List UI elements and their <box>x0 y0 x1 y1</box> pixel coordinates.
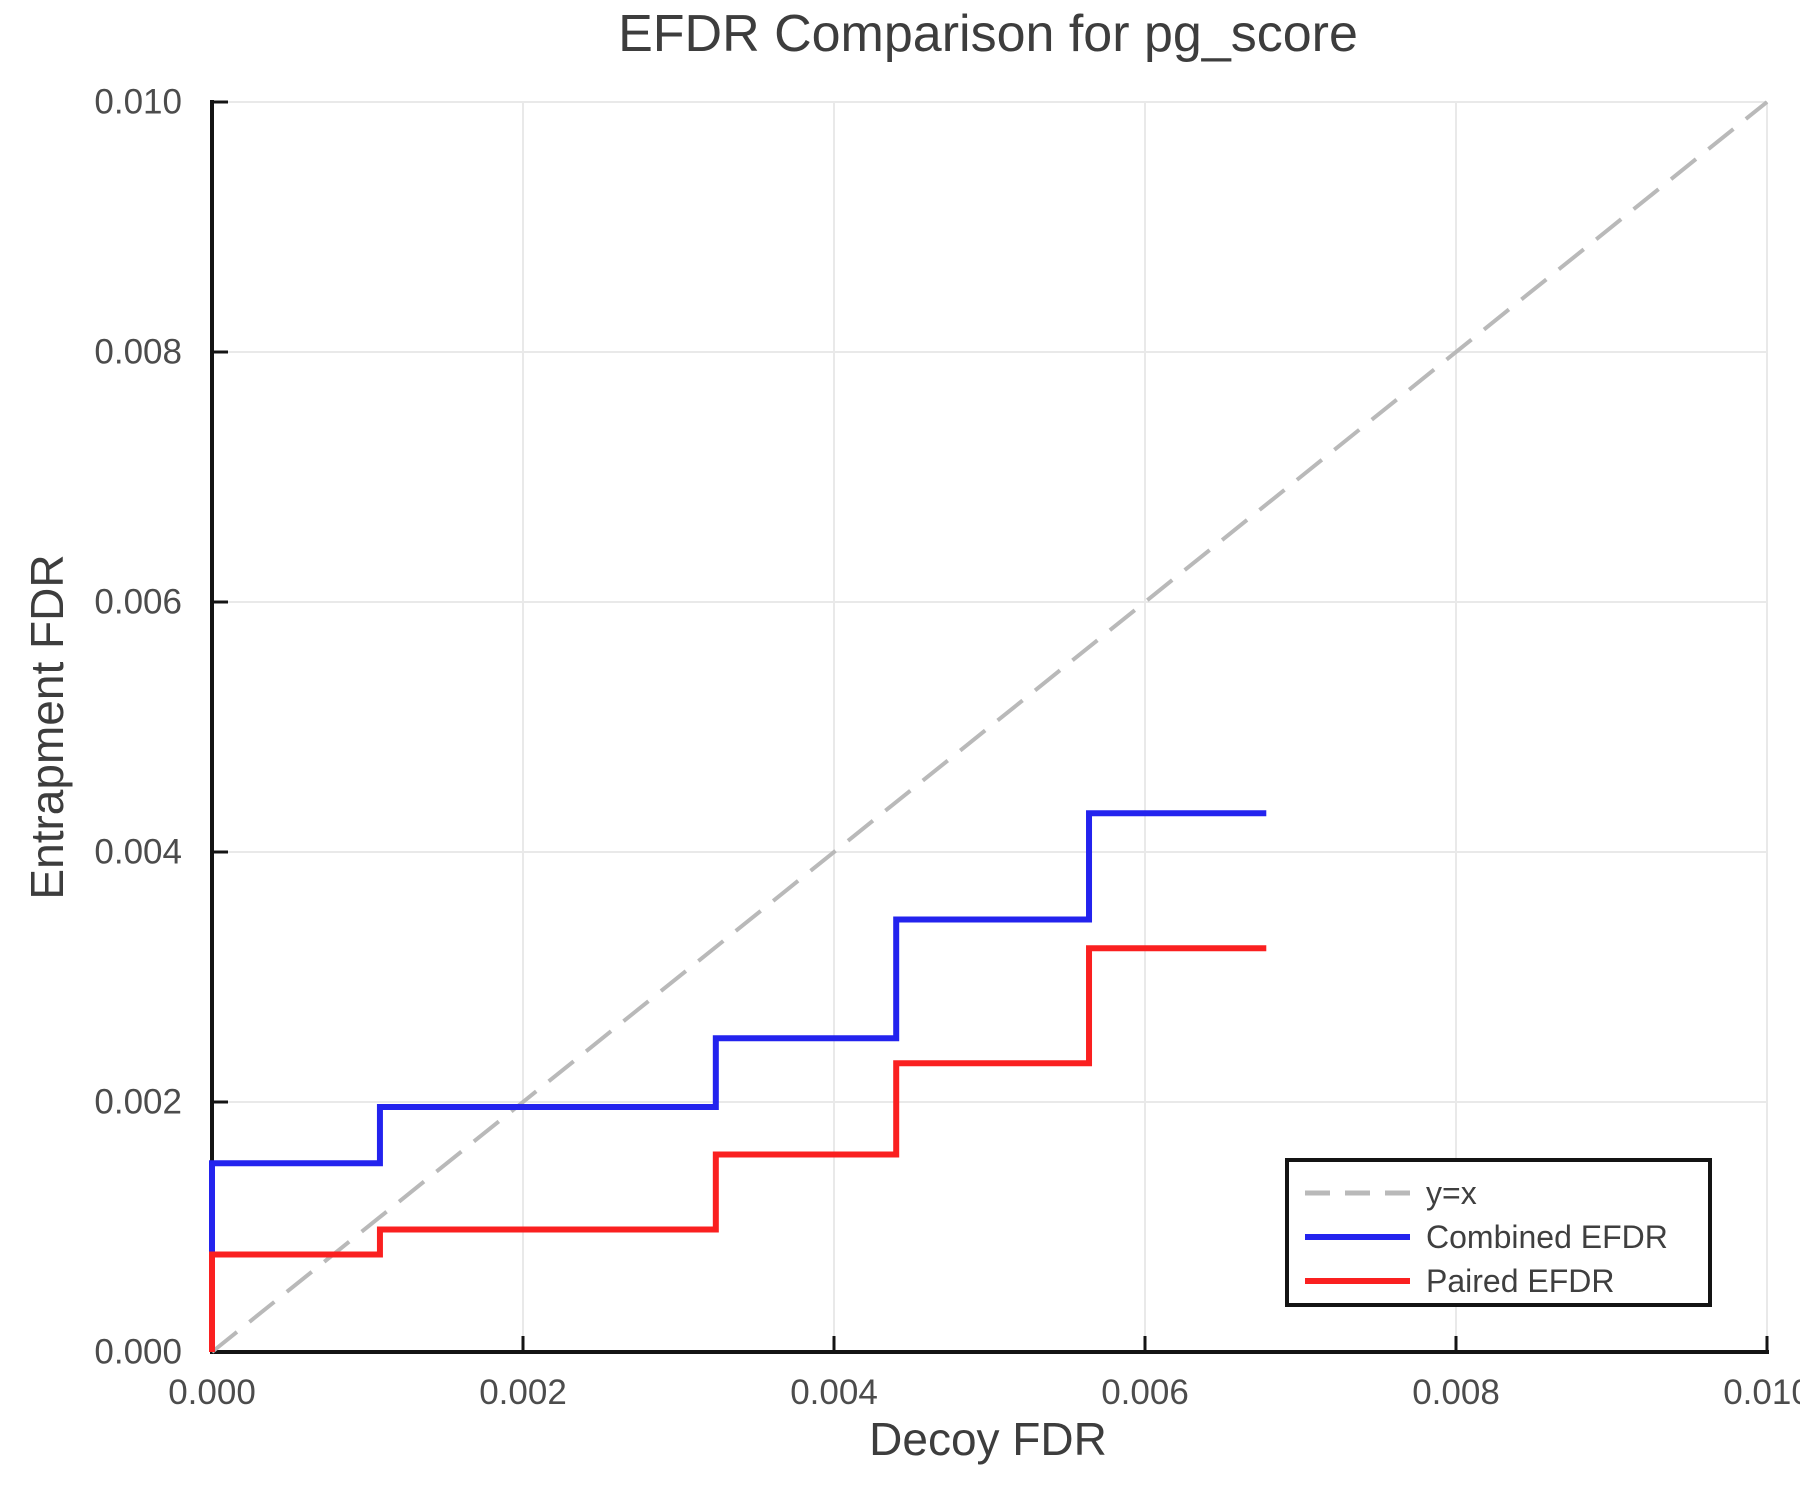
x-axis-label: Decoy FDR <box>869 1413 1107 1465</box>
svg-text:0.006: 0.006 <box>1101 1373 1189 1412</box>
svg-text:0.000: 0.000 <box>94 1332 182 1371</box>
legend-item-combined-efdr: Combined EFDR <box>1304 1215 1708 1259</box>
svg-text:0.004: 0.004 <box>94 832 182 871</box>
blue-line-sample-icon <box>1305 1234 1410 1240</box>
svg-text:0.002: 0.002 <box>479 1373 567 1412</box>
x-tick-labels: 0.000 0.002 0.004 0.006 0.008 0.010 <box>168 1373 1800 1412</box>
series-combined-efdr <box>209 810 1267 1352</box>
reference-line-y-equals-x <box>210 100 1769 1354</box>
svg-text:0.002: 0.002 <box>94 1082 182 1121</box>
legend-item-y-equals-x: y=x <box>1304 1171 1708 1215</box>
svg-text:0.000: 0.000 <box>168 1373 256 1412</box>
y-tick-labels: 0.000 0.002 0.004 0.006 0.008 0.010 <box>94 82 182 1371</box>
red-line-sample-icon <box>1305 1278 1410 1284</box>
legend-label: y=x <box>1426 1175 1477 1211</box>
svg-text:0.004: 0.004 <box>790 1373 878 1412</box>
svg-text:0.008: 0.008 <box>94 332 182 371</box>
legend-label: Paired EFDR <box>1426 1263 1615 1299</box>
svg-text:0.008: 0.008 <box>1412 1373 1500 1412</box>
y-axis-label: Entrapment FDR <box>21 554 73 900</box>
chart-title: EFDR Comparison for pg_score <box>618 5 1358 63</box>
legend: y=x Combined EFDR Paired EFDR <box>1285 1158 1712 1307</box>
svg-text:0.010: 0.010 <box>1723 1373 1800 1412</box>
svg-text:0.010: 0.010 <box>94 82 182 121</box>
axis-spines <box>210 100 1769 1354</box>
svg-text:0.006: 0.006 <box>94 582 182 621</box>
legend-label: Combined EFDR <box>1426 1219 1668 1255</box>
series-paired-efdr <box>209 945 1267 1352</box>
legend-item-paired-efdr: Paired EFDR <box>1304 1259 1708 1303</box>
dashed-line-sample-icon <box>1305 1190 1410 1196</box>
